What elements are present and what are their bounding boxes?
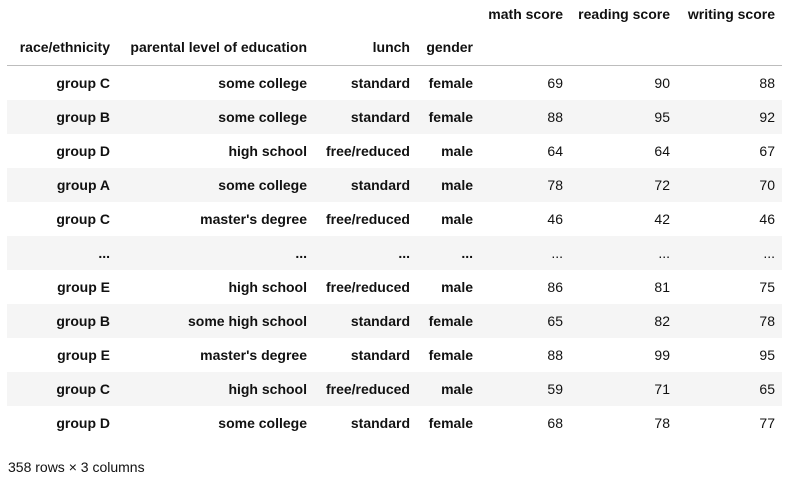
value-cell: 72 (654, 177, 670, 193)
index-cell: free/reduced (325, 381, 410, 397)
column-header: reading score (578, 6, 670, 22)
value-cell: 64 (654, 143, 670, 159)
value-cell: 78 (759, 313, 775, 329)
row-stripe (7, 372, 782, 406)
index-cell: high school (228, 381, 307, 397)
index-cell: free/reduced (325, 211, 410, 227)
value-cell: ... (763, 245, 775, 261)
index-cell: some high school (187, 313, 307, 329)
value-cell: 65 (547, 313, 563, 329)
value-cell: 92 (759, 109, 775, 125)
header-rule (7, 65, 782, 66)
index-cell: group D (56, 415, 110, 431)
index-cell: some college (218, 109, 307, 125)
index-cell: male (441, 177, 473, 193)
index-cell: group E (57, 347, 110, 363)
value-cell: 88 (547, 347, 563, 363)
index-cell: male (441, 143, 473, 159)
index-cell: standard (350, 313, 410, 329)
index-cell: free/reduced (325, 279, 410, 295)
index-cell: standard (350, 415, 410, 431)
value-cell: 64 (547, 143, 563, 159)
footer: 358 rows × 3 columns (8, 459, 145, 475)
value-cell: 75 (759, 279, 775, 295)
value-cell: 95 (759, 347, 775, 363)
index-cell: male (441, 279, 473, 295)
row-stripe (7, 100, 782, 134)
value-cell: 46 (547, 211, 563, 227)
index-cell: ... (398, 245, 410, 261)
row-stripe (7, 236, 782, 270)
index-cell: some college (218, 415, 307, 431)
value-cell: 77 (759, 415, 775, 431)
row-stripe (7, 304, 782, 338)
value-cell: 81 (654, 279, 670, 295)
value-cell: 67 (759, 143, 775, 159)
index-cell: group C (56, 75, 110, 91)
index-name: race/ethnicity (19, 39, 110, 55)
value-cell: 82 (654, 313, 670, 329)
index-name: parental level of education (130, 39, 307, 55)
row-stripe (7, 168, 782, 202)
index-cell: group A (56, 177, 110, 193)
index-cell: master's degree (200, 211, 307, 227)
value-cell: ... (551, 245, 563, 261)
index-cell: female (428, 75, 473, 91)
index-cell: male (441, 381, 473, 397)
index-cell: standard (350, 75, 410, 91)
index-cell: standard (350, 347, 410, 363)
value-cell: 69 (547, 75, 563, 91)
value-cell: 99 (654, 347, 670, 363)
value-cell: 59 (547, 381, 563, 397)
index-cell: some college (218, 177, 307, 193)
value-cell: 90 (654, 75, 670, 91)
index-cell: free/reduced (325, 143, 410, 159)
value-cell: 70 (759, 177, 775, 193)
value-cell: 65 (759, 381, 775, 397)
value-cell: 68 (547, 415, 563, 431)
value-cell: 95 (654, 109, 670, 125)
value-cell: 88 (547, 109, 563, 125)
index-cell: some college (218, 75, 307, 91)
value-cell: 78 (547, 177, 563, 193)
value-cell: 46 (759, 211, 775, 227)
column-header: math score (488, 6, 563, 22)
index-cell: female (428, 313, 473, 329)
index-cell: female (428, 415, 473, 431)
index-cell: ... (98, 245, 110, 261)
index-cell: female (428, 109, 473, 125)
index-cell: group B (56, 313, 110, 329)
index-cell: female (428, 347, 473, 363)
value-cell: 88 (759, 75, 775, 91)
index-cell: male (441, 211, 473, 227)
index-name: lunch (372, 39, 410, 55)
index-name: gender (426, 39, 473, 55)
value-cell: ... (658, 245, 670, 261)
value-cell: 78 (654, 415, 670, 431)
index-cell: ... (461, 245, 473, 261)
index-cell: group D (56, 143, 110, 159)
index-cell: group E (57, 279, 110, 295)
index-cell: group C (56, 211, 110, 227)
index-cell: group C (56, 381, 110, 397)
index-cell: group B (56, 109, 110, 125)
value-cell: 71 (654, 381, 670, 397)
index-cell: standard (350, 177, 410, 193)
index-cell: standard (350, 109, 410, 125)
index-cell: high school (228, 143, 307, 159)
index-cell: high school (228, 279, 307, 295)
index-cell: ... (295, 245, 307, 261)
column-header: writing score (687, 6, 775, 22)
index-cell: master's degree (200, 347, 307, 363)
value-cell: 86 (547, 279, 563, 295)
value-cell: 42 (654, 211, 670, 227)
